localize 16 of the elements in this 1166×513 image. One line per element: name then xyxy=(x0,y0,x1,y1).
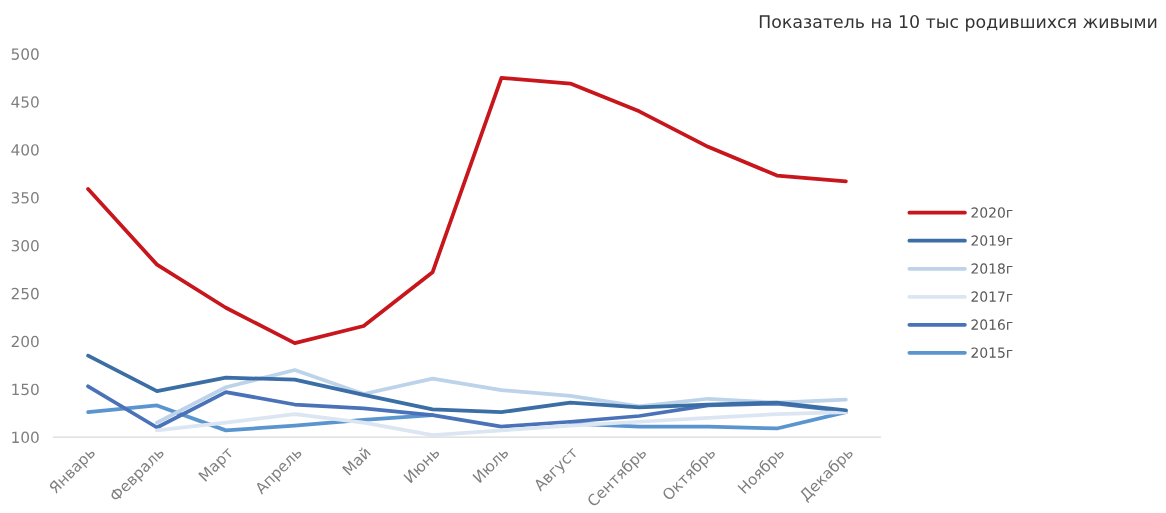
legend-label: 2017г xyxy=(971,291,1013,302)
y-tick-label: 200 xyxy=(11,335,39,348)
legend-label: 2019г xyxy=(971,235,1013,246)
y-tick-label: 450 xyxy=(11,96,39,108)
legend-label: 2020г xyxy=(971,207,1013,218)
legend-label: 2016г xyxy=(971,319,1013,330)
y-tick-label: 100 xyxy=(12,431,39,444)
y-tick-label: 500 xyxy=(11,48,39,60)
legend-label: 2015г xyxy=(971,347,1013,358)
y-tick-label: 350 xyxy=(11,192,39,204)
y-tick-label: 250 xyxy=(11,287,39,300)
text: Показатель на 10 тыс родившихся живыми xyxy=(759,14,1157,32)
legend-label: 2018г xyxy=(971,263,1013,274)
y-tick-label: 300 xyxy=(11,239,39,252)
y-tick-label: 400 xyxy=(11,144,39,156)
y-tick-label: 150 xyxy=(12,383,39,396)
